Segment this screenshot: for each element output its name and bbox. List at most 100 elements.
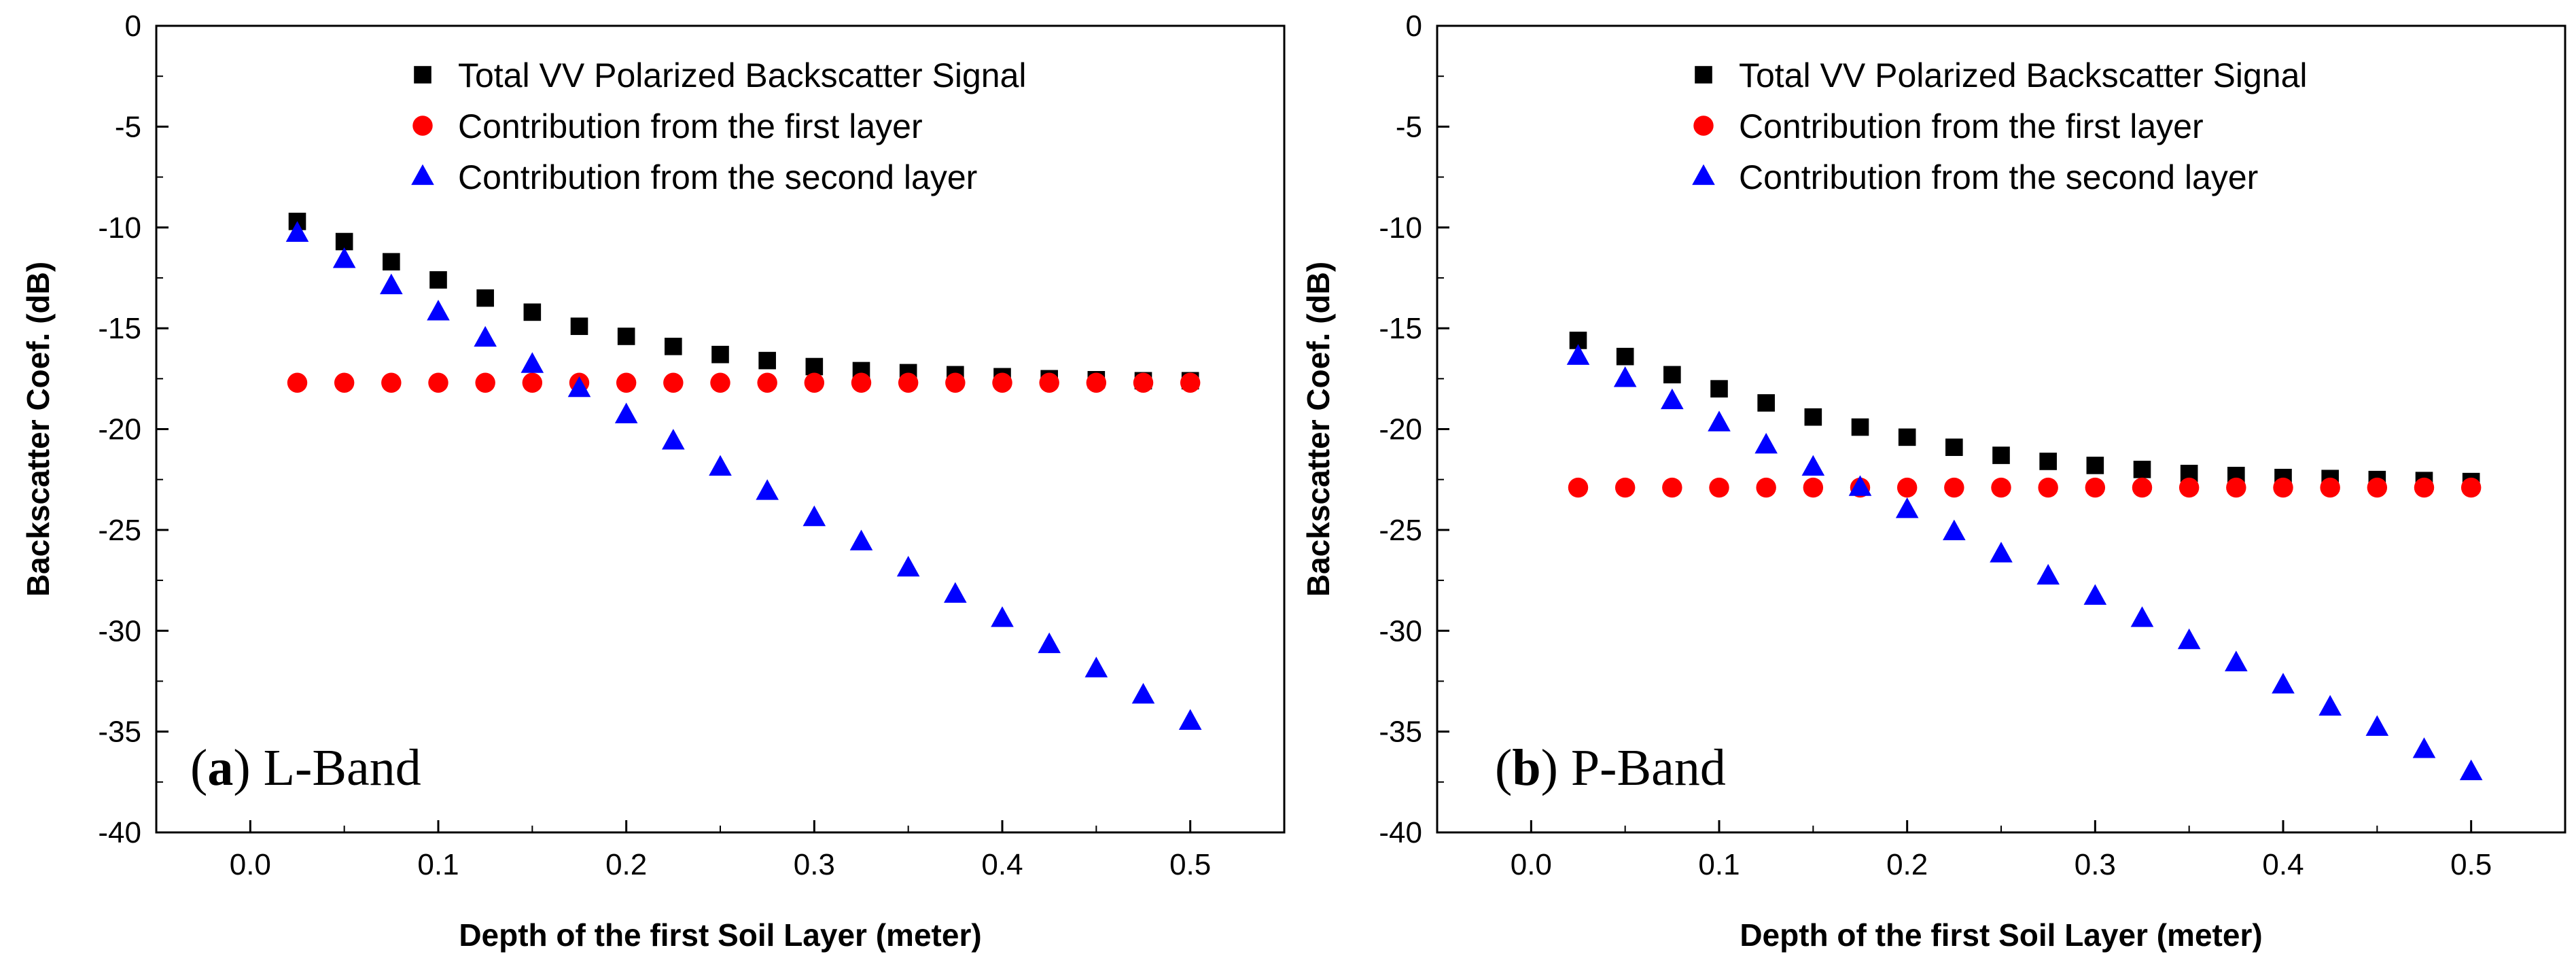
data-point-square xyxy=(476,289,494,307)
data-point-triangle xyxy=(427,300,450,321)
data-point-triangle xyxy=(2225,650,2248,671)
y-tick-label: -30 xyxy=(1379,614,1422,648)
data-point-square xyxy=(1710,380,1728,398)
data-point-circle xyxy=(1944,477,1964,498)
y-tick-label: -10 xyxy=(1379,211,1422,245)
chart-panel-a: 0.0 0.1 0.2 0.3 0.4 0.5 0 -5 -10 -15 -20 -25 -30 -35 -… xyxy=(20,10,1286,953)
data-point-square xyxy=(617,328,635,345)
data-point-circle xyxy=(522,372,543,393)
data-point-square xyxy=(1898,428,1916,446)
legend-label: Total VV Polarized Backscatter Signal xyxy=(458,56,1027,94)
panel-name: L-Band xyxy=(264,739,421,796)
panel-label: (a) L-Band xyxy=(190,739,421,796)
data-point-circle xyxy=(1756,477,1776,498)
data-point-triangle xyxy=(944,582,967,603)
data-point-triangle xyxy=(709,455,732,476)
data-point-triangle xyxy=(2272,673,2295,694)
y-axis-title: Backscatter Coef. (dB) xyxy=(1301,262,1336,597)
data-point-circle xyxy=(757,372,777,393)
data-point-square xyxy=(665,338,682,355)
panel-label-close: ) xyxy=(233,739,263,796)
y-tick-label: -15 xyxy=(98,312,141,345)
panel-letter: a xyxy=(207,739,233,796)
legend-label: Contribution from the first layer xyxy=(1739,107,2204,145)
y-tick-label: -5 xyxy=(115,110,141,143)
data-point-square xyxy=(523,303,542,321)
data-point-triangle xyxy=(991,606,1014,627)
data-point-square xyxy=(805,357,824,376)
data-point-circle xyxy=(663,372,684,393)
data-point-circle xyxy=(1039,372,1059,393)
y-tick-label: -40 xyxy=(98,816,141,849)
data-point-circle xyxy=(2226,477,2246,498)
data-point-triangle xyxy=(1943,519,1966,541)
data-point-circle xyxy=(2367,477,2388,498)
data-point-triangle xyxy=(474,325,497,347)
series-square xyxy=(1569,332,2480,491)
legend-marker-square xyxy=(414,66,431,84)
data-point-square xyxy=(383,253,400,270)
data-point-triangle xyxy=(756,479,779,500)
panel-label-open: ( xyxy=(190,739,207,796)
data-point-circle xyxy=(287,372,308,393)
data-point-triangle xyxy=(567,376,591,398)
legend: Total VV Polarized Backscatter Signal Con… xyxy=(411,56,1027,196)
data-point-circle xyxy=(2178,477,2200,498)
x-tick-label: 0.3 xyxy=(2075,848,2116,881)
data-point-square xyxy=(1663,366,1681,384)
data-point-square xyxy=(1945,438,1963,457)
data-point-circle xyxy=(616,372,637,393)
data-point-triangle xyxy=(1895,497,1919,518)
y-tick-label: -25 xyxy=(98,514,141,547)
x-tick-label: 0.4 xyxy=(2262,848,2304,881)
data-point-triangle xyxy=(1708,410,1731,431)
data-point-circle xyxy=(1133,372,1154,393)
y-tick-label: -20 xyxy=(98,413,141,446)
data-point-circle xyxy=(2132,477,2153,498)
y-tick-label: 0 xyxy=(1406,10,1422,43)
data-point-triangle xyxy=(614,402,638,423)
data-point-triangle xyxy=(1566,344,1590,365)
legend: Total VV Polarized Backscatter Signal Con… xyxy=(1692,56,2308,196)
data-point-triangle xyxy=(2083,584,2107,605)
plot-frame xyxy=(1436,24,2566,834)
data-point-circle xyxy=(475,372,495,393)
data-point-triangle xyxy=(2459,759,2483,781)
legend-marker-triangle xyxy=(411,164,434,186)
data-point-triangle xyxy=(896,556,920,577)
data-point-square xyxy=(2086,457,2104,474)
data-point-triangle xyxy=(285,221,309,242)
data-point-square xyxy=(1757,394,1775,412)
data-point-triangle xyxy=(1178,709,1202,730)
data-point-circle xyxy=(1803,477,1824,498)
series-circle xyxy=(1568,477,2482,498)
data-point-circle xyxy=(2038,477,2058,498)
chart-panel-b: 0.0 0.1 0.2 0.3 0.4 0.5 0 -5 -10 -15 -20 -25 -30 -35 -… xyxy=(1301,10,2566,953)
data-point-circle xyxy=(710,372,730,393)
panel-label-close: ) xyxy=(1541,739,1571,796)
data-point-square xyxy=(1804,408,1822,426)
data-point-circle xyxy=(334,372,355,393)
x-axis-title: Depth of the first Soil Layer (meter) xyxy=(1740,917,2262,953)
data-point-triangle xyxy=(1131,682,1155,704)
data-point-triangle xyxy=(2412,737,2436,758)
data-point-triangle xyxy=(2318,694,2342,716)
data-point-triangle xyxy=(380,273,403,294)
data-point-circle xyxy=(2273,477,2293,498)
legend-marker-triangle xyxy=(1692,164,1715,186)
legend-label: Contribution from the first layer xyxy=(458,107,923,145)
data-point-square xyxy=(711,345,729,364)
y-tick-label: -35 xyxy=(1379,716,1422,749)
panel-name: P-Band xyxy=(1571,739,1726,796)
x-tick-label: 0.0 xyxy=(1511,848,1552,881)
data-point-triangle xyxy=(1613,366,1637,387)
data-point-circle xyxy=(428,372,448,393)
panel-label: (b) P-Band xyxy=(1495,739,1726,796)
legend-marker-circle xyxy=(412,116,433,136)
data-point-square xyxy=(2039,453,2057,470)
legend-label: Contribution from the second layer xyxy=(458,158,977,196)
data-point-triangle xyxy=(332,247,356,268)
data-point-square xyxy=(429,271,447,289)
data-point-triangle xyxy=(662,429,685,450)
